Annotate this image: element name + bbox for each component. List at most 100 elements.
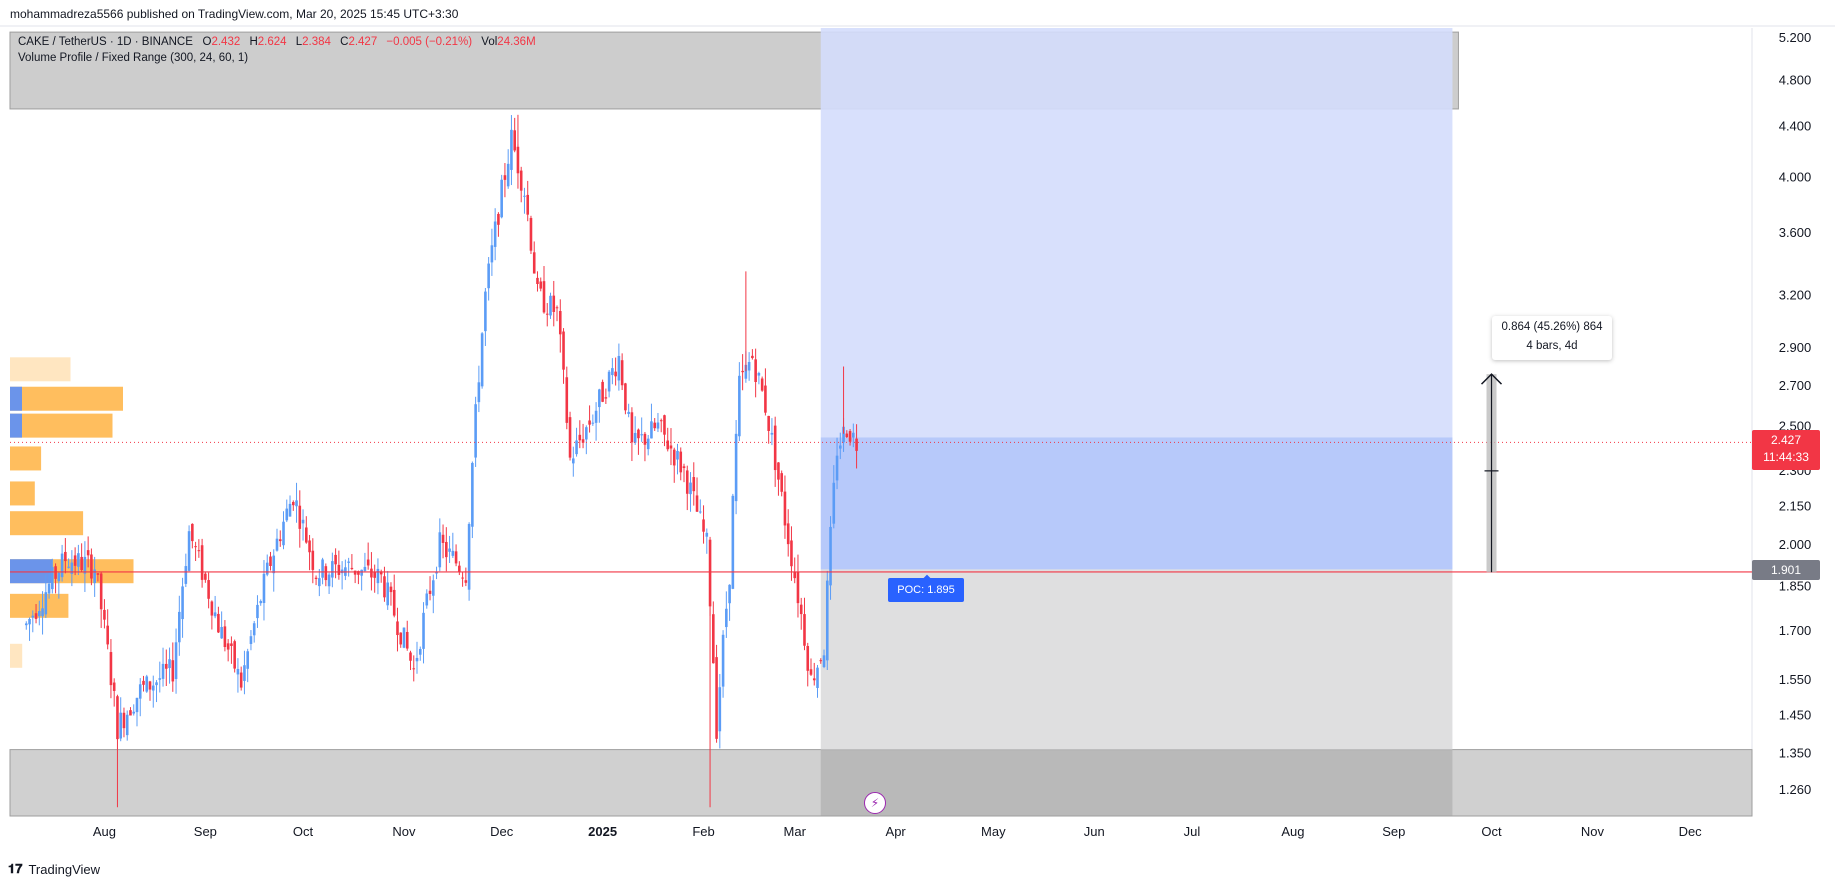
candle-body bbox=[464, 580, 468, 583]
candle-body bbox=[38, 611, 41, 617]
candle-body bbox=[702, 519, 705, 532]
candle-body bbox=[396, 621, 399, 636]
candle-body bbox=[689, 482, 692, 495]
candle-body bbox=[572, 458, 575, 464]
candle-body bbox=[630, 412, 634, 443]
lightning-icon[interactable]: ⚡ bbox=[864, 792, 886, 814]
candle-body bbox=[712, 614, 715, 664]
candle-body bbox=[278, 539, 282, 542]
tradingview-logo-icon: 𝟏𝟕 bbox=[8, 861, 23, 876]
candle-body bbox=[363, 566, 367, 571]
x-tick-label: Mar bbox=[784, 824, 807, 839]
candle-body bbox=[835, 455, 839, 481]
candle-body bbox=[799, 604, 803, 615]
candle-body bbox=[663, 415, 666, 435]
candle-body bbox=[272, 555, 276, 574]
candle-body bbox=[454, 551, 458, 564]
candle-body bbox=[383, 576, 386, 598]
indicator-legend[interactable]: Volume Profile / Fixed Range (300, 24, 6… bbox=[18, 52, 249, 64]
candle-body bbox=[223, 626, 227, 648]
candle-body bbox=[796, 571, 800, 604]
candle-body bbox=[428, 590, 432, 594]
candle-body bbox=[490, 245, 494, 263]
candle-body bbox=[438, 532, 442, 568]
candle-body bbox=[666, 440, 670, 450]
candle-body bbox=[757, 372, 761, 376]
candle-body bbox=[425, 593, 429, 606]
candle-body bbox=[793, 572, 797, 579]
candle-body bbox=[725, 608, 728, 628]
candle-body bbox=[181, 586, 184, 620]
candle-body bbox=[532, 252, 536, 274]
candle-body bbox=[754, 359, 757, 382]
volume-profile-bar-buy bbox=[10, 386, 22, 411]
candle-body bbox=[770, 432, 774, 435]
candle-body bbox=[617, 355, 621, 381]
volume-profile-bar bbox=[10, 357, 71, 382]
candle-body bbox=[552, 295, 556, 312]
candle-body bbox=[262, 573, 266, 603]
candle-body bbox=[575, 440, 578, 455]
candle-body bbox=[705, 532, 709, 537]
candle-body bbox=[695, 495, 699, 512]
candle-body bbox=[174, 642, 178, 680]
countdown-value: 11:44:33 bbox=[1763, 450, 1809, 464]
candle-body bbox=[493, 221, 497, 247]
candle-body bbox=[122, 712, 126, 729]
candle-body bbox=[545, 313, 549, 315]
symbol-label[interactable]: CAKE / TetherUS · 1D · BINANCE bbox=[18, 36, 193, 48]
y-tick-label: 3.200 bbox=[1779, 288, 1812, 303]
candle-body bbox=[256, 604, 259, 619]
candle-body bbox=[148, 681, 152, 690]
candle-body bbox=[848, 431, 852, 442]
candle-body bbox=[451, 550, 455, 556]
candle-body bbox=[200, 545, 204, 580]
candle-body bbox=[480, 333, 484, 387]
candle-body bbox=[562, 331, 565, 370]
candle-body bbox=[226, 643, 230, 650]
close-label: C bbox=[340, 36, 349, 48]
candle-body bbox=[588, 420, 591, 425]
x-tick-label: Oct bbox=[293, 824, 314, 839]
candle-body bbox=[161, 663, 165, 679]
candle-body bbox=[73, 555, 77, 566]
candle-body bbox=[311, 550, 315, 570]
candle-body bbox=[679, 451, 683, 473]
candle-body bbox=[337, 564, 341, 575]
candle-body bbox=[461, 577, 464, 579]
candle-body bbox=[819, 660, 823, 662]
candle-body bbox=[236, 668, 240, 675]
poc-label: POC: 1.895 bbox=[888, 578, 964, 602]
candle-body bbox=[96, 573, 100, 575]
y-tick-label: 4.400 bbox=[1779, 119, 1812, 134]
candle-body bbox=[669, 445, 673, 449]
candle-body bbox=[529, 217, 533, 251]
candle-body bbox=[852, 432, 855, 438]
x-tick-label: Apr bbox=[886, 824, 907, 839]
footer-branding[interactable]: 𝟏𝟕 TradingView bbox=[8, 861, 100, 877]
candle-body bbox=[28, 618, 31, 625]
candle-body bbox=[734, 433, 738, 502]
candle-body bbox=[656, 422, 660, 429]
candle-body bbox=[125, 714, 129, 736]
candle-body bbox=[210, 601, 214, 616]
entry-zone bbox=[820, 437, 1453, 570]
stop-zone-lower bbox=[820, 749, 1453, 816]
candle-body bbox=[184, 566, 188, 584]
candle-body bbox=[90, 554, 93, 579]
candle-body bbox=[676, 450, 679, 460]
candle-body bbox=[298, 505, 302, 529]
candle-body bbox=[845, 433, 849, 438]
candle-body bbox=[731, 495, 735, 589]
x-tick-label: Dec bbox=[490, 824, 514, 839]
candle-body bbox=[409, 652, 412, 661]
volume-profile-bar bbox=[10, 643, 23, 668]
candle-body bbox=[275, 538, 279, 551]
candle-body bbox=[760, 378, 764, 391]
measure-line-2: 4 bars, 4d bbox=[1526, 340, 1578, 352]
candle-body bbox=[31, 615, 35, 618]
candle-body bbox=[783, 491, 787, 526]
candle-body bbox=[708, 539, 712, 607]
candle-body bbox=[132, 711, 136, 714]
